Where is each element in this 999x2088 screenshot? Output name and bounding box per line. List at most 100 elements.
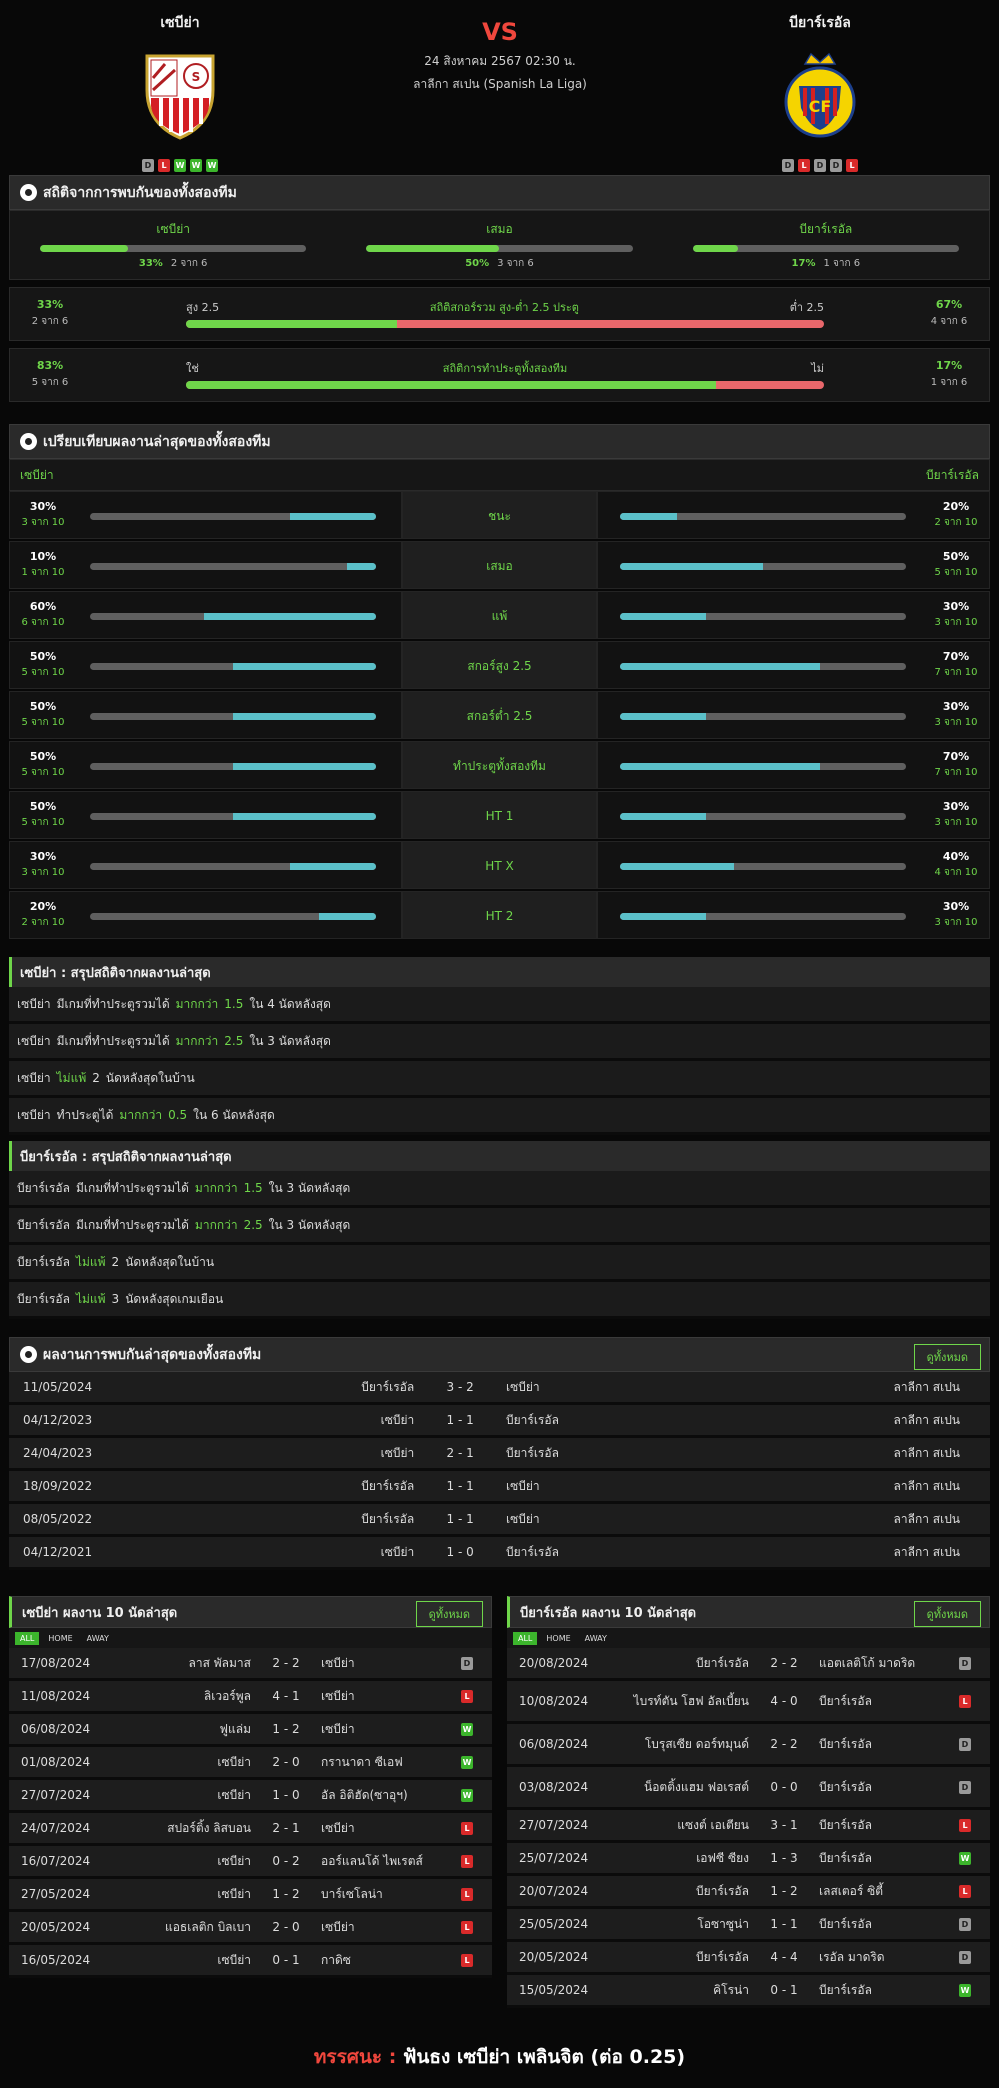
result-home-team: บียาร์เรอัล (361, 1478, 415, 1493)
match-date: 06/08/2024 (519, 1737, 589, 1751)
compare-away-frac: 7 จาก 10 (934, 667, 978, 678)
match-home-team: โบรุสเซีย ดอร์ทมุนด์ (644, 1737, 749, 1751)
match-row[interactable]: 16/07/2024 เซบีย่า 0 - 2 ออร์แลนโด้ ไพเรตส์… (9, 1846, 492, 1879)
match-home-team: ไบรท์ตัน โฮฟ อัลเบี้ยน (633, 1694, 749, 1708)
match-row[interactable]: 11/08/2024 ลิเวอร์พูล 4 - 1 เซบีย่า L (9, 1681, 492, 1714)
match-row[interactable]: 17/08/2024 ลาส พัลมาส 2 - 2 เซบีย่า D (9, 1648, 492, 1681)
result-badge: W (461, 1788, 473, 1802)
under-frac: 4 จาก 6 (930, 316, 968, 327)
compare-row: 50% 5 จาก 10 สกอร์ต่ำ 2.5 30% 3 จาก 10 (9, 691, 990, 739)
compare-away-side: 70% 7 จาก 10 (597, 641, 990, 689)
compare-home-frac: 2 จาก 10 (21, 917, 65, 928)
match-row[interactable]: 16/05/2024 เซบีย่า 0 - 1 กาดิซ L (9, 1945, 492, 1978)
result-score: 3 - 2 (446, 1380, 474, 1394)
tab-home[interactable]: HOME (48, 1633, 73, 1643)
match-row[interactable]: 27/05/2024 เซบีย่า 1 - 2 บาร์เซโลน่า L (9, 1879, 492, 1912)
match-row[interactable]: 06/08/2024 โบรุสเซีย ดอร์ทมุนด์ 2 - 2 บียาร… (507, 1724, 990, 1767)
compare-home-pct: 30% (29, 500, 57, 513)
compare-home-fill (233, 813, 376, 820)
match-row[interactable]: 24/07/2024 สปอร์ติ้ง ลิสบอน 2 - 1 เซบีย่า L (9, 1813, 492, 1846)
result-row[interactable]: 04/12/2021 เซบีย่า 1 - 0 บียาร์เรอัล ลาลีกา … (9, 1537, 990, 1570)
tab-away[interactable]: AWAY (86, 1633, 109, 1643)
h2h-cell-sub: 17% 1 จาก 6 (693, 256, 959, 271)
h2h-cell-fill (40, 244, 128, 252)
summary-text: 1.5 (243, 1181, 263, 1195)
compare-away-fill (620, 563, 763, 570)
match-row[interactable]: 03/08/2024 น็อตติ้งแฮม ฟอเรสต์ 0 - 0 บียาร์… (507, 1767, 990, 1810)
compare-away-pct: 50% (942, 550, 970, 563)
result-row[interactable]: 24/04/2023 เซบีย่า 2 - 1 บียาร์เรอัล ลาลีกา … (9, 1438, 990, 1471)
result-row[interactable]: 11/05/2024 บียาร์เรอัล 3 - 2 เซบีย่า ลาลีกา … (9, 1372, 990, 1405)
over-under-fill (186, 320, 397, 328)
prediction-footer: ทรรศนะ : ฟันธง เซบีย่า เพลินจิต (ต่อ 0.2… (0, 2042, 999, 2072)
h2h-cell-frac: 1 จาก 6 (823, 257, 861, 269)
tab-home[interactable]: HOME (546, 1633, 571, 1643)
match-home-team: โอซาซูน่า (697, 1917, 749, 1931)
h2h-cell-sub: 50% 3 จาก 6 (366, 256, 632, 271)
result-badge: D (461, 1656, 473, 1670)
compare-away-pct: 40% (942, 850, 970, 863)
match-row[interactable]: 27/07/2024 เซบีย่า 1 - 0 อัล อิติฮัด(ซาอุฯ)… (9, 1780, 492, 1813)
compare-away-pct: 70% (942, 750, 970, 763)
compare-away-fill (620, 513, 678, 520)
tab-away[interactable]: AWAY (584, 1633, 607, 1643)
result-badge: L (461, 1854, 473, 1868)
compare-home-frac: 6 จาก 10 (21, 617, 65, 628)
match-home-team: คิโรน่า (713, 1983, 749, 1997)
h2h-results-section: ผลงานการพบกันล่าสุดของทั้งสองทีม ดูทั้งห… (9, 1337, 990, 1570)
match-result-cell: L (959, 1884, 989, 1898)
match-result-cell: D (959, 1917, 989, 1931)
compare-metric-label: HT 1 (402, 791, 597, 839)
match-row[interactable]: 20/05/2024 แอธเลติก บิลเบา 2 - 0 เซบีย่า L (9, 1912, 492, 1945)
summary-text: มากกว่า (194, 1217, 238, 1232)
compare-away-bar (620, 713, 906, 720)
h2h-stats-title: สถิติจากการพบกันของทั้งสองทีม (43, 184, 237, 201)
result-row[interactable]: 18/09/2022 บียาร์เรอัล 1 - 1 เซบีย่า ลาลีกา … (9, 1471, 990, 1504)
btts-title: สถิติการทำประตูทั้งสองทีม (442, 362, 568, 375)
result-score: 1 - 1 (446, 1479, 474, 1493)
summary-text: 2 (111, 1255, 120, 1269)
compare-away-bar (620, 763, 906, 770)
last10-away: บียาร์เรอัล ผลงาน 10 นัดล่าสุด ดูทั้งหมด… (507, 1596, 990, 2008)
match-row[interactable]: 10/08/2024 ไบรท์ตัน โฮฟ อัลเบี้ยน 4 - 0 บีย… (507, 1681, 990, 1724)
result-row[interactable]: 04/12/2023 เซบีย่า 1 - 1 บียาร์เรอัล ลาลีกา … (9, 1405, 990, 1438)
summary-text: ใน 3 นัดหลังสุด (249, 1033, 331, 1048)
tab-all[interactable]: ALL (15, 1631, 40, 1645)
match-result-cell: W (461, 1755, 491, 1769)
h2h-cell-bar (366, 244, 633, 252)
match-row[interactable]: 15/05/2024 คิโรน่า 0 - 1 บียาร์เรอัล W (507, 1975, 990, 2008)
match-score: 2 - 2 (770, 1737, 798, 1751)
match-row[interactable]: 20/07/2024 บียาร์เรอัล 1 - 2 เลสเตอร์ ซิตี้… (507, 1876, 990, 1909)
match-home-team: บียาร์เรอัล (696, 1950, 749, 1964)
result-badge: L (959, 1694, 971, 1708)
match-date: 11/08/2024 (21, 1689, 91, 1703)
compare-metric-label: สกอร์ต่ำ 2.5 (402, 691, 597, 739)
result-row[interactable]: 08/05/2022 บียาร์เรอัล 1 - 1 เซบีย่า ลาลีกา … (9, 1504, 990, 1537)
match-score: 2 - 0 (272, 1755, 300, 1769)
match-date: 03/08/2024 (519, 1780, 589, 1794)
over-under-title: สถิติสกอร์รวม สูง-ต่ำ 2.5 ประตู (429, 301, 579, 314)
match-home-team: ฟูแล่ม (219, 1722, 252, 1736)
match-row[interactable]: 25/05/2024 โอซาซูน่า 1 - 1 บียาร์เรอัล D (507, 1909, 990, 1942)
match-away-team: เรอัล มาดริด (819, 1950, 885, 1964)
result-badge: D (959, 1950, 971, 1964)
compare-metric-label: ชนะ (402, 491, 597, 539)
h2h-results-header: ผลงานการพบกันล่าสุดของทั้งสองทีม ดูทั้งห… (9, 1337, 990, 1372)
form-badge: D (814, 159, 826, 172)
compare-away: บียาร์เรอัล (926, 467, 979, 482)
summary-text: มากกว่า (175, 996, 219, 1011)
match-row[interactable]: 01/08/2024 เซบีย่า 2 - 0 กรานาดา ซีเอฟ W (9, 1747, 492, 1780)
tab-all[interactable]: ALL (513, 1631, 538, 1645)
match-row[interactable]: 20/05/2024 บียาร์เรอัล 4 - 4 เรอัล มาดริด D (507, 1942, 990, 1975)
view-all-button[interactable]: ดูทั้งหมด (913, 1601, 981, 1627)
btts-stat: 83% 5 จาก 6 ใช่ สถิติการทำประตูทั้งสองที… (9, 348, 990, 402)
under-label: ต่ำ 2.5 (789, 301, 824, 314)
match-row[interactable]: 27/07/2024 แซงต์ เอเตียน 3 - 1 บียาร์เรอัล L (507, 1810, 990, 1843)
view-all-button[interactable]: ดูทั้งหมด (415, 1601, 483, 1627)
match-row[interactable]: 20/08/2024 บียาร์เรอัล 2 - 2 แอตเลติโก้ มาด… (507, 1648, 990, 1681)
match-row[interactable]: 06/08/2024 ฟูแล่ม 1 - 2 เซบีย่า W (9, 1714, 492, 1747)
match-row[interactable]: 25/07/2024 เอฟซี ซียง 1 - 3 บียาร์เรอัล W (507, 1843, 990, 1876)
view-all-button[interactable]: ดูทั้งหมด (913, 1344, 981, 1370)
match-away-team: กรานาดา ซีเอฟ (321, 1755, 403, 1769)
vs-label: VS (482, 18, 518, 46)
